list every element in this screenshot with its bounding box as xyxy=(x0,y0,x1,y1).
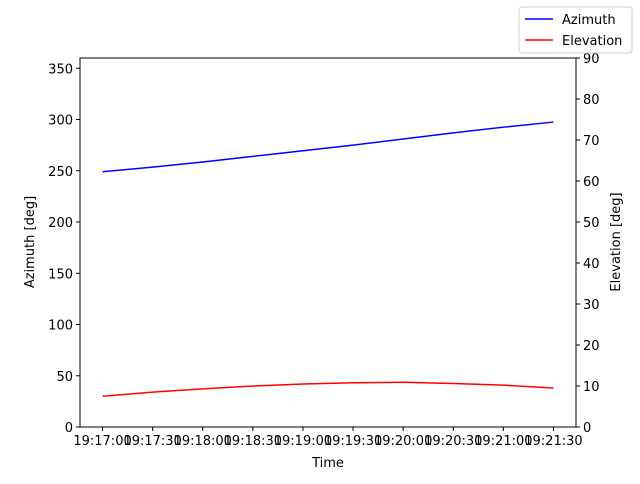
x-tick-label: 19:20:00 xyxy=(374,434,432,449)
x-tick-label: 19:21:00 xyxy=(474,434,532,449)
y2-axis-label: Elevation [deg] xyxy=(609,192,624,291)
y2-tick-label: 90 xyxy=(583,52,600,67)
x-tick-label: 19:19:00 xyxy=(274,434,332,449)
y-tick-label: 300 xyxy=(48,114,73,129)
y2-tick-label: 0 xyxy=(583,421,591,436)
x-tick-label: 19:19:30 xyxy=(324,434,382,449)
y-tick-label: 150 xyxy=(48,267,73,282)
y-tick-label: 250 xyxy=(48,165,73,180)
y2-tick-label: 50 xyxy=(583,216,600,231)
y2-tick-label: 20 xyxy=(583,339,600,354)
y2-tick-label: 40 xyxy=(583,257,600,272)
y-axis-label: Azimuth [deg] xyxy=(23,196,38,288)
y2-tick-label: 60 xyxy=(583,175,600,190)
x-tick-label: 19:21:30 xyxy=(524,434,582,449)
x-axis-label: Time xyxy=(311,456,344,471)
y-tick-label: 100 xyxy=(48,319,73,334)
line-series xyxy=(102,381,554,397)
x-tick-label: 19:17:00 xyxy=(73,434,131,449)
line-series xyxy=(102,121,554,173)
y-tick-label: 0 xyxy=(65,421,73,436)
legend-label: Elevation xyxy=(562,34,622,49)
y2-tick-label: 30 xyxy=(583,298,600,313)
y2-tick-label: 70 xyxy=(583,134,600,149)
plot-frame xyxy=(79,57,577,428)
x-tick-label: 19:17:30 xyxy=(123,434,181,449)
x-tick-label: 19:18:00 xyxy=(174,434,232,449)
y-tick-label: 350 xyxy=(48,62,73,77)
x-tick-label: 19:20:30 xyxy=(424,434,482,449)
y-tick-label: 200 xyxy=(48,216,73,231)
y-tick-label: 50 xyxy=(56,370,73,385)
y2-tick-label: 80 xyxy=(583,93,600,108)
y2-tick-label: 10 xyxy=(583,380,600,395)
legend-label: Azimuth xyxy=(562,13,616,28)
x-tick-label: 19:18:30 xyxy=(224,434,282,449)
